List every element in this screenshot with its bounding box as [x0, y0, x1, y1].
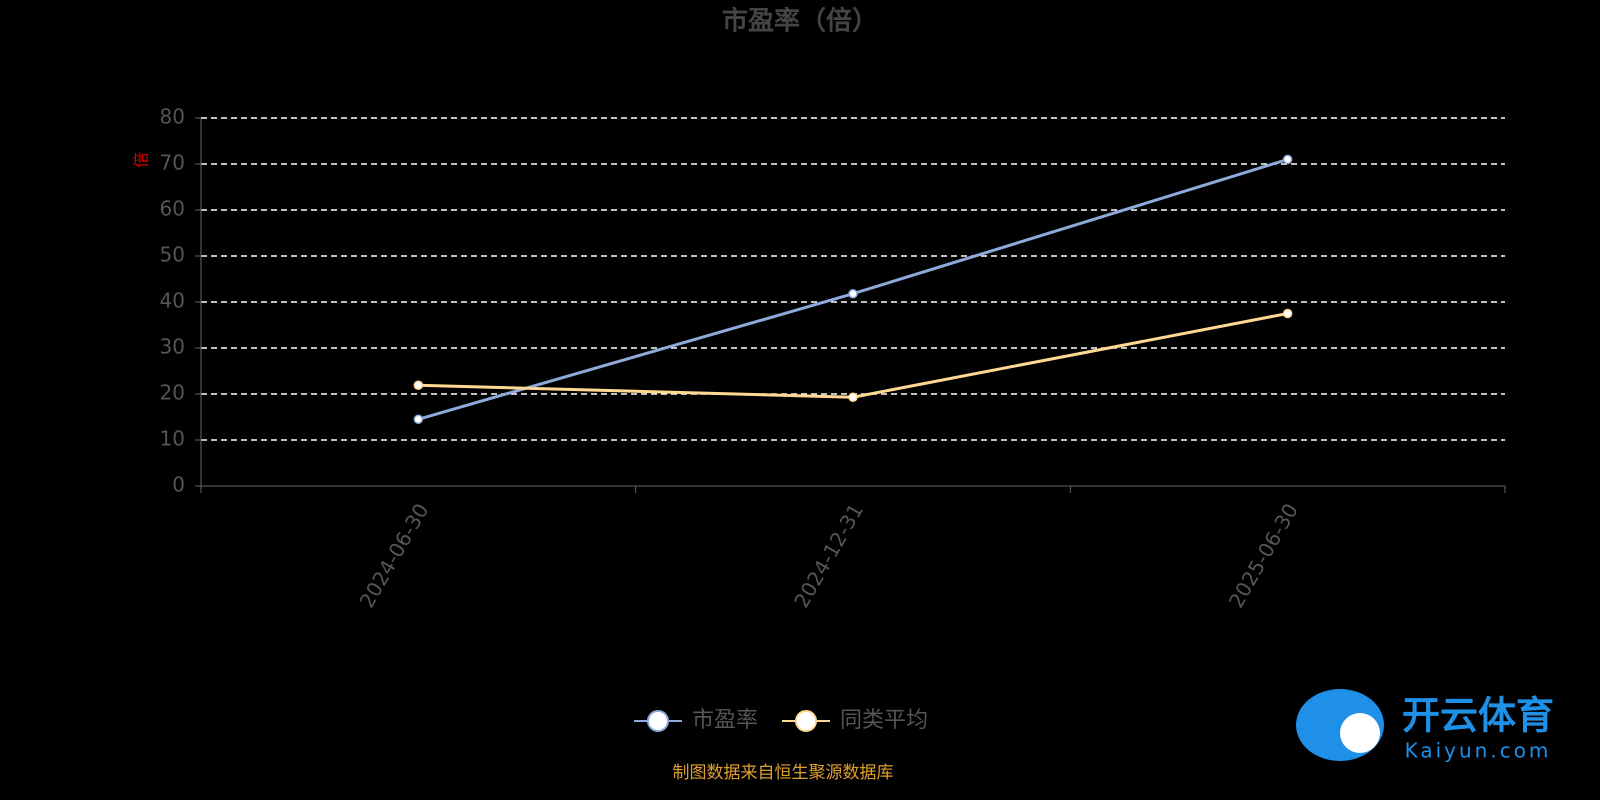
y-tick-label: 40 [160, 289, 185, 313]
source-note: 制图数据来自恒生聚源数据库 [673, 763, 894, 783]
data-point [848, 288, 858, 299]
y-tick-label: 0 [172, 473, 185, 497]
data-point [848, 392, 858, 402]
y-tick-label: 20 [160, 381, 185, 405]
legend-label: 市盈率 [692, 708, 758, 733]
logo-ball [1340, 713, 1380, 753]
y-tick-label: 50 [160, 243, 185, 267]
y-tick-label: 10 [160, 427, 185, 451]
logo-name: 开云体育 [1402, 694, 1554, 738]
x-tick-label: 2024-12-31 [789, 499, 868, 612]
y-tick-label: 60 [160, 197, 185, 221]
legend-label: 同类平均 [840, 708, 928, 733]
y-tick-label: 30 [160, 335, 185, 359]
series-line [418, 312, 1288, 399]
x-tick-label: 2025-06-30 [1224, 499, 1303, 612]
data-point [413, 380, 424, 391]
data-point [413, 414, 424, 425]
legend-marker [795, 710, 818, 732]
y-axis-label: 倍 [132, 152, 151, 168]
logo-url: Kaiyun.com [1405, 739, 1552, 763]
chart-title: 市盈率（倍） [722, 6, 878, 37]
y-tick-label: 80 [160, 105, 185, 129]
y-tick-label: 70 [160, 151, 185, 175]
data-point [1282, 308, 1293, 319]
legend-marker [647, 710, 669, 732]
x-tick-label: 2024-06-30 [355, 499, 434, 612]
logo: 开云体育 Kaiyun.com [1296, 689, 1554, 763]
data-point [1282, 154, 1293, 165]
